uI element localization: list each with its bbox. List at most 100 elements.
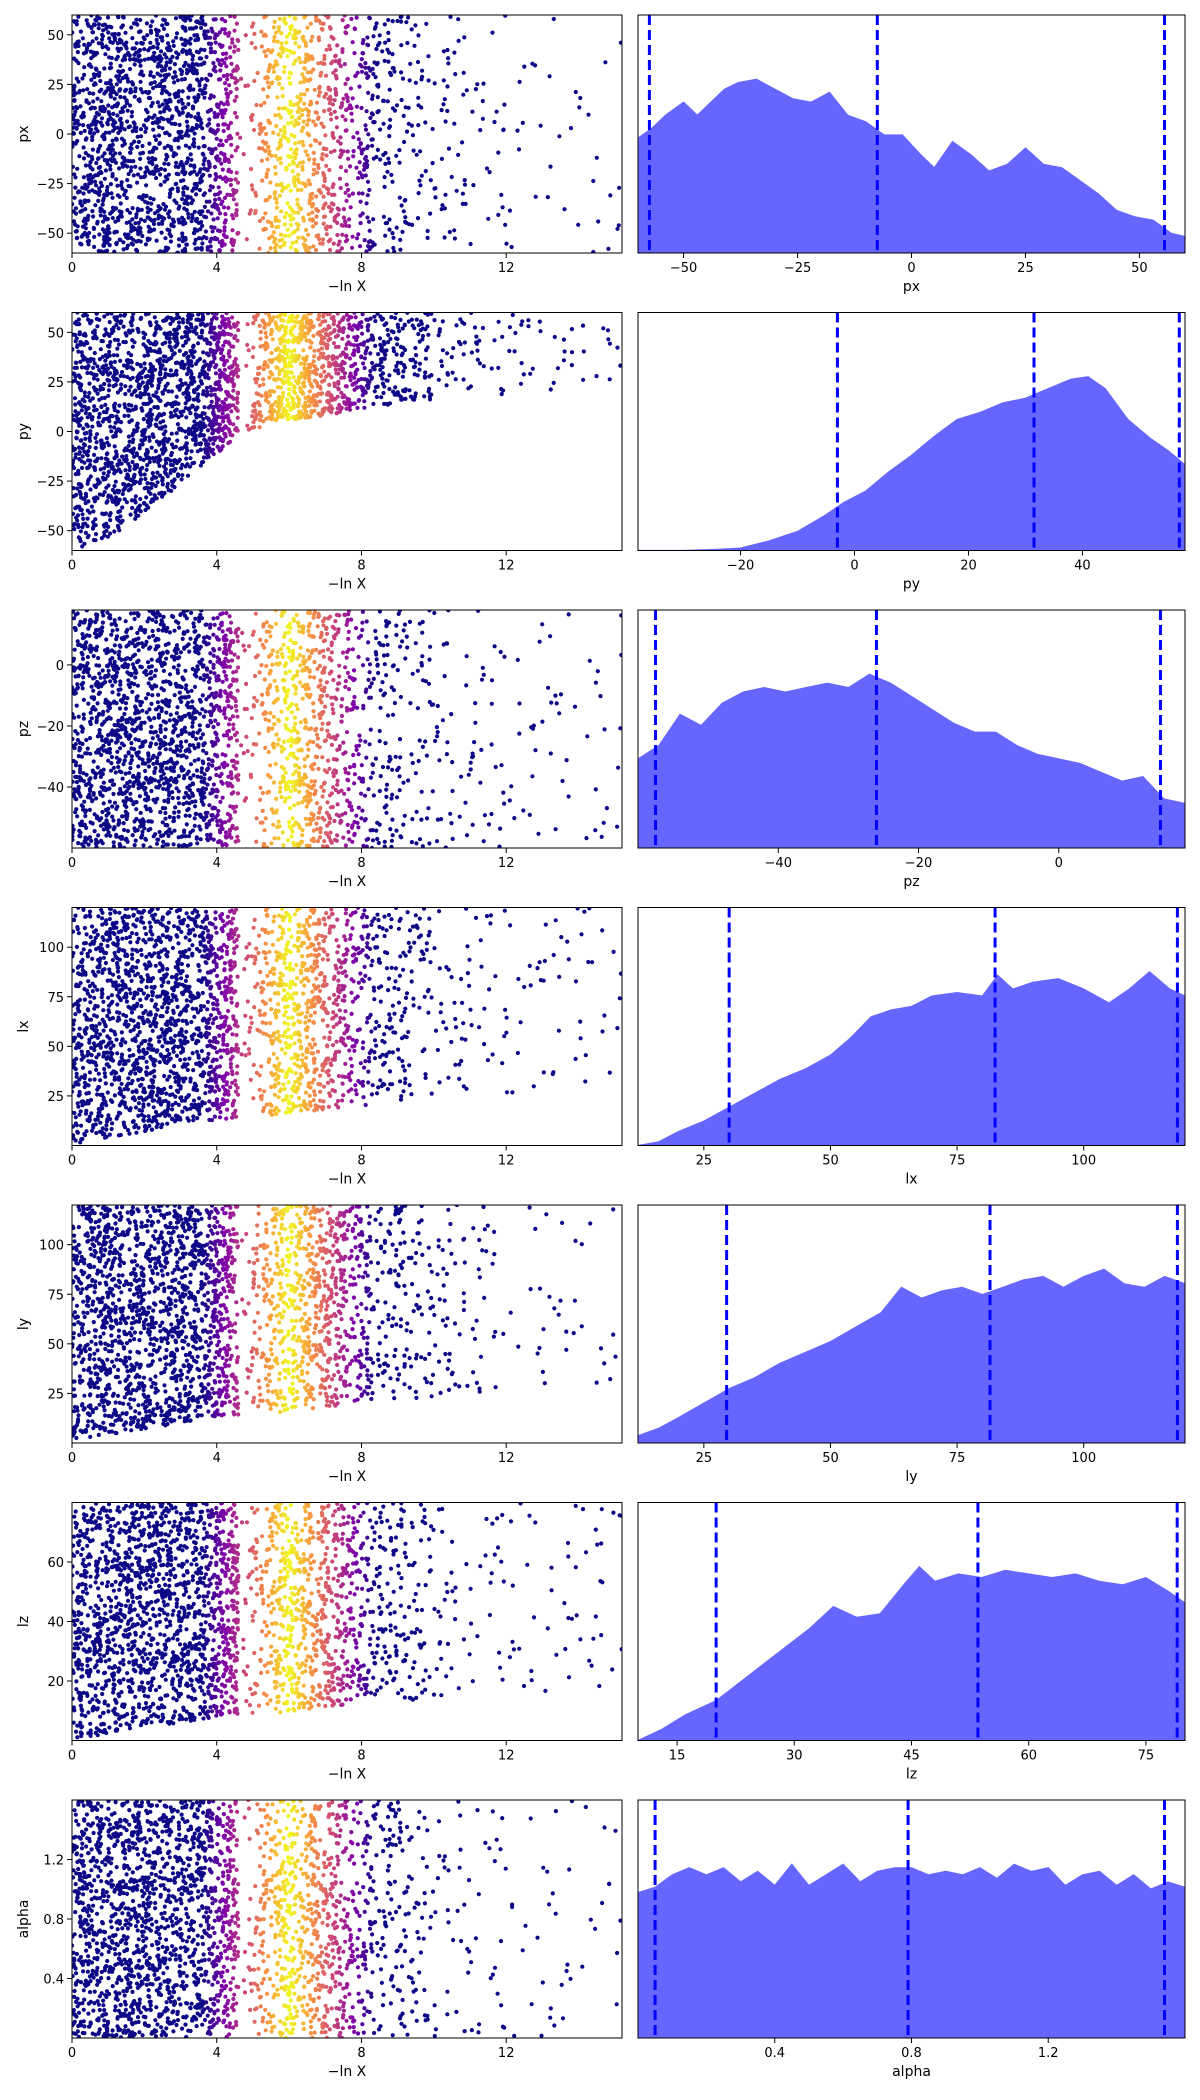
scatter-point: [234, 94, 239, 99]
scatter-point: [72, 332, 76, 337]
scatter-point: [324, 232, 329, 237]
scatter-point: [606, 337, 611, 342]
scatter-point: [221, 128, 226, 134]
scatter-point: [81, 426, 86, 431]
scatter-point: [94, 440, 99, 445]
scatter-point: [129, 109, 135, 115]
scatter-point: [132, 139, 137, 144]
scatter-point: [226, 157, 231, 162]
scatter-point: [345, 77, 350, 82]
scatter-point: [273, 153, 278, 158]
scatter-point: [337, 402, 342, 408]
scatter-point: [114, 428, 120, 433]
scatter-point: [235, 180, 241, 185]
scatter-point: [155, 405, 160, 410]
scatter-point: [304, 356, 309, 361]
scatter-point: [199, 428, 204, 433]
scatter-point: [375, 312, 380, 316]
scatter-point: [217, 346, 222, 351]
scatter-point: [312, 354, 317, 359]
scatter-point: [167, 66, 172, 71]
scatter-point: [372, 120, 377, 125]
scatter-point: [265, 167, 271, 172]
scatter-point: [274, 242, 279, 248]
scatter-point: [91, 509, 96, 514]
scatter-point: [154, 475, 159, 480]
scatter-point: [123, 74, 128, 79]
scatter-point: [263, 330, 268, 335]
scatter-point: [361, 38, 366, 43]
scatter-point: [396, 371, 401, 376]
scatter-point: [226, 126, 231, 131]
scatter-point: [121, 247, 126, 252]
scatter-point: [115, 75, 120, 80]
scatter-point: [365, 193, 370, 198]
scatter-point: [368, 115, 373, 121]
scatter-point: [322, 178, 327, 184]
scatter-point: [391, 330, 396, 335]
scatter-point: [168, 59, 173, 64]
scatter-point: [171, 479, 176, 484]
scatter-point: [91, 214, 96, 219]
scatter-point: [426, 78, 431, 83]
scatter-point: [193, 361, 199, 366]
scatter-point: [87, 390, 92, 396]
scatter-point: [220, 27, 225, 32]
scatter-point: [385, 249, 390, 253]
scatter-point: [305, 122, 310, 127]
scatter-point: [286, 338, 291, 343]
scatter-point: [214, 136, 219, 141]
scatter-point: [249, 41, 254, 46]
scatter-point: [606, 246, 611, 251]
scatter-point: [72, 56, 77, 61]
scatter-point: [302, 75, 307, 81]
scatter-point: [255, 371, 260, 376]
scatter-point: [72, 84, 77, 89]
scatter-point: [138, 166, 143, 171]
scatter-point: [167, 47, 172, 53]
scatter-point: [289, 370, 294, 375]
scatter-point: [363, 65, 368, 70]
scatter-point: [121, 488, 126, 493]
scatter-point: [93, 190, 99, 195]
scatter-point: [184, 67, 190, 72]
scatter-point: [217, 248, 222, 253]
scatter-point: [160, 35, 165, 40]
scatter-point: [80, 512, 85, 517]
scatter-point: [552, 334, 557, 340]
scatter-point: [190, 106, 196, 111]
scatter-point: [398, 360, 404, 365]
scatter-point: [103, 52, 108, 57]
scatter-point: [277, 358, 282, 364]
scatter-point: [232, 28, 237, 33]
scatter-point: [262, 126, 267, 131]
scatter-point: [302, 101, 307, 106]
scatter-point: [477, 338, 482, 343]
scatter-point: [347, 397, 352, 402]
scatter-point: [133, 164, 138, 169]
scatter-point: [288, 147, 293, 152]
scatter-point: [90, 424, 95, 429]
scatter-point: [248, 115, 254, 120]
scatter-point: [294, 239, 299, 244]
scatter-point: [417, 367, 422, 372]
scatter-point: [85, 479, 91, 484]
scatter-point: [456, 38, 461, 44]
scatter-point: [185, 186, 190, 191]
scatter-point: [250, 354, 255, 360]
scatter-point: [88, 458, 93, 463]
scatter-point: [191, 343, 196, 348]
scatter-point: [344, 384, 349, 389]
scatter-point: [222, 220, 227, 225]
scatter-point: [215, 414, 220, 419]
scatter-point: [321, 184, 326, 189]
scatter-point: [182, 76, 187, 82]
scatter-point: [286, 139, 291, 144]
scatter-point: [235, 145, 240, 150]
scatter-point: [125, 362, 130, 367]
scatter-point: [281, 406, 286, 411]
scatter-point: [108, 157, 113, 162]
scatter-point: [177, 204, 182, 209]
scatter-point: [423, 370, 428, 375]
scatter-point: [215, 444, 220, 449]
